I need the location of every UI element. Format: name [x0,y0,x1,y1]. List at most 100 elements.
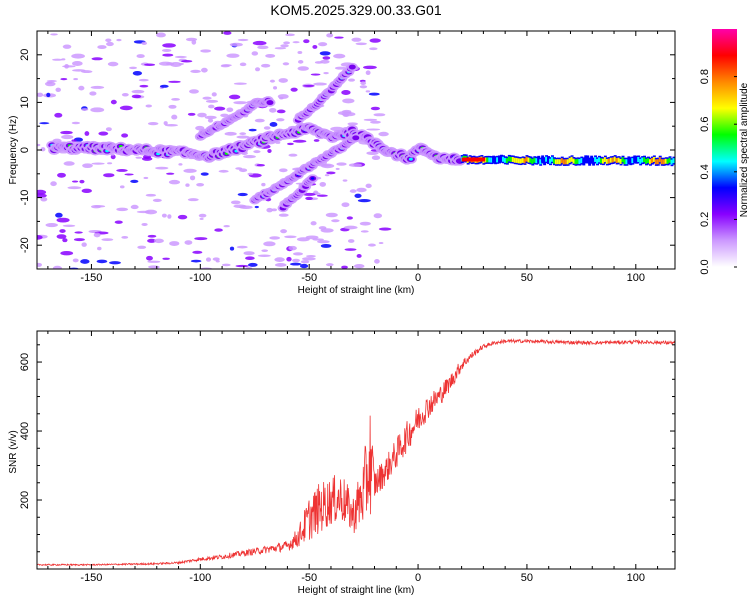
colorbar-tick-label: 0.0 [699,259,711,274]
spectrogram-noise-blob [267,148,272,153]
spectrogram-noise-blob [276,109,286,114]
y-tick-label: 0 [19,147,31,153]
spectrogram-band-core [607,158,611,164]
spectrogram-noise-blob [214,106,226,111]
spectrogram-noise-blob [46,80,57,83]
spectrogram-band-core [637,157,641,163]
spectrogram-band-core [562,159,566,165]
spectrogram-noise-blob [54,112,63,118]
spectrogram-noise-blob [208,104,215,109]
spectrogram-band-core [619,158,623,164]
spectrogram-band-core [650,158,654,164]
spectrogram-band-core [623,159,627,165]
spectrogram-noise-blob [220,113,229,118]
spectrogram-noise-blob [236,135,250,139]
spectrogram-noise-blob [342,113,350,117]
spectrogram-noise-blob [81,242,87,247]
spectrogram-band-core [515,157,519,163]
spectrogram-noise-blob [276,118,285,122]
spectrogram-noise-blob [369,38,381,43]
spectrogram-noise-blob [265,53,276,58]
spectrogram-band-core [535,158,539,164]
spectrogram-band-core [486,157,490,163]
spectrogram-noise-blob [60,130,73,135]
spectrogram-noise-blob [207,118,214,123]
spectrogram-noise-blob [236,245,248,249]
spectrogram-noise-blob [90,204,102,209]
spectrogram-noise-blob [147,238,157,243]
spectrogram-noise-blob [266,207,273,213]
spectrogram-band-core [543,158,547,164]
spectrogram-band-core [592,159,596,165]
spectrogram-band-core [552,158,556,164]
spectrogram-noise-blob [148,265,160,269]
spectrogram-noise-blob [171,114,178,120]
spectrogram-noise-blob [341,265,348,269]
spectrogram-band-core [641,157,645,163]
spectrogram-noise-blob [336,162,347,166]
spectrogram-noise-blob [124,173,134,176]
spectrogram-band-core [492,157,496,163]
spectrogram-noise-blob [90,85,105,89]
spectrogram-band-core [560,158,564,164]
spectrogram-noise-blob [89,91,97,96]
spectrogram-noise-blob [67,186,82,190]
spectrogram-noise-blob [141,222,148,226]
spectrogram-noise-blob [72,258,79,263]
spectrogram-noise-blob [189,89,199,94]
spectrogram-noise-blob [205,257,212,262]
spectrogram-band-core [580,158,584,164]
spectrogram-noise-blob [245,256,255,261]
spectrogram-noise-blob [105,38,112,43]
spectrogram-noise-blob [263,241,276,247]
spectrogram-band-core [664,158,668,164]
spectrogram-noise-blob [280,229,288,234]
spectrogram-noise-blob [297,50,303,54]
spectrogram-noise-blob [141,41,148,45]
spectrogram-noise-blob [353,263,365,269]
spectrogram-noise-blob [159,84,169,88]
spectrogram-noise-blob [218,169,229,173]
spectrogram-noise-blob [98,131,109,136]
spectrogram-band-core [541,156,545,162]
spectrogram-noise-blob [59,229,66,234]
spectrogram-noise-blob [331,219,340,223]
spectrogram-noise-blob [181,59,193,63]
spectrogram-noise-blob [163,121,168,126]
spectrogram-peak-segment [470,157,475,162]
spectrogram-noise-blob [190,69,201,73]
spectrogram-noise-blob [334,36,344,39]
spectrogram-peak-segment [474,157,479,162]
spectrogram-noise-blob [326,33,334,38]
spectrogram-band-core [625,159,629,165]
spectrogram-noise-blob [365,183,372,189]
spectrogram-noise-blob [190,259,202,263]
spectrogram-noise-blob [74,231,83,234]
spectrogram-noise-blob [378,131,389,137]
spectrogram-noise-blob [305,196,313,201]
spectrogram-noise-blob [171,98,180,101]
spectrogram-noise-blob [224,131,237,136]
spectrogram-noise-blob [317,240,330,244]
spectrogram-band-core [594,156,598,162]
spectrogram-noise-blob [187,198,199,202]
spectrogram-band-core [509,156,513,162]
spectrogram-noise-blob [366,128,381,131]
spectrogram-noise-blob [343,225,358,230]
spectrogram-noise-blob [223,225,230,228]
spectrogram-noise-blob [257,45,269,50]
spectrogram-noise-blob [289,262,302,266]
colorbar-label: Normalized spectral amplitude [739,82,750,217]
spectrogram-noise-blob [233,82,247,85]
spectrogram-noise-blob [158,61,173,66]
spectrogram-noise-blob [278,78,288,83]
spectrogram-noise-blob [107,162,113,165]
spectrogram-noise-blob [162,48,172,52]
spectrogram-band-core [615,157,619,163]
y-tick-label: -20 [19,237,31,253]
spectrogram-noise-blob [239,62,247,67]
spectrogram-noise-blob [369,47,378,51]
spectrogram-noise-blob [312,238,324,241]
spectrogram-noise-blob [369,120,381,124]
spectrogram-noise-blob [52,265,62,269]
